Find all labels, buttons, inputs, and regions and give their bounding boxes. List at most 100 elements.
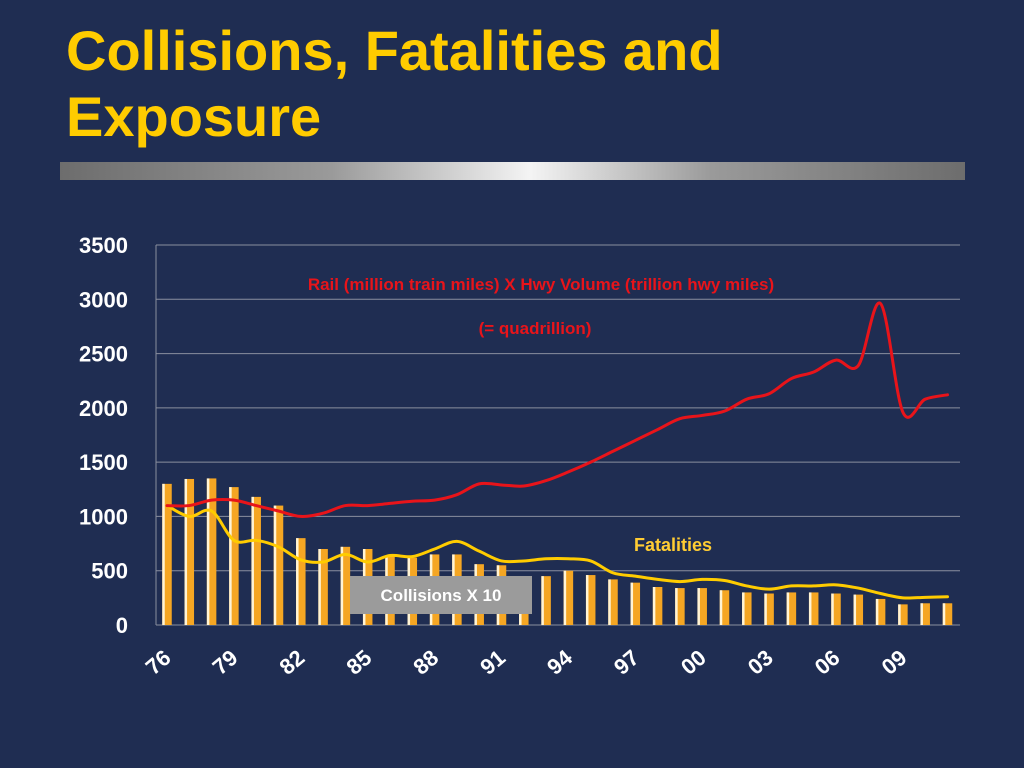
x-axis-ticks: 76 79 82 85 88 91 94 97 00 03 06 09: [141, 644, 912, 679]
collision-bar-highlight: [764, 593, 767, 625]
collision-bar-highlight: [585, 575, 589, 625]
collision-bar: [875, 598, 886, 625]
y-tick-label: 500: [91, 559, 128, 584]
collision-bar-fill: [831, 593, 841, 625]
collision-bar-highlight: [184, 478, 188, 625]
x-tick-label: 82: [275, 645, 310, 680]
y-tick-label: 0: [116, 613, 128, 638]
slide-title: Collisions, Fatalities and Exposure: [66, 19, 723, 148]
x-tick-label: 85: [341, 645, 376, 680]
collision-bar-highlight: [296, 538, 299, 625]
collision-bar: [853, 594, 864, 625]
collision-bar-highlight: [318, 549, 321, 625]
collision-bar: [942, 603, 953, 625]
collision-bar-highlight: [697, 588, 700, 625]
collision-bar-fill: [251, 496, 261, 625]
collision-bar-fill: [206, 478, 217, 625]
x-tick-label: 06: [810, 645, 845, 680]
y-axis-ticks: 0 500 1000 1500 2000 2500 3000 3500: [79, 233, 128, 638]
x-tick-label: 79: [208, 645, 243, 680]
collision-bar-fill: [675, 588, 685, 625]
collision-bar-fill: [786, 592, 797, 625]
collision-bar-highlight: [831, 593, 834, 625]
collision-bar: [563, 570, 574, 625]
collision-bar: [697, 588, 707, 625]
x-tick-label: 91: [475, 645, 510, 680]
y-tick-label: 3000: [79, 287, 128, 312]
collision-bar: [719, 590, 730, 625]
title-divider: [60, 162, 965, 180]
collision-bar: [742, 592, 752, 625]
collision-bar-highlight: [340, 546, 344, 625]
collisions-label-box: [350, 576, 532, 614]
collision-bar: [273, 505, 284, 625]
collision-bar-fill: [585, 575, 596, 625]
y-tick-label: 3500: [79, 233, 128, 258]
collision-bar-highlight: [652, 587, 656, 625]
collision-bar: [608, 579, 618, 625]
x-tick-label: 76: [141, 645, 176, 680]
y-tick-label: 1500: [79, 450, 128, 475]
collision-bar: [808, 592, 819, 625]
collision-bar: [340, 546, 351, 625]
collision-bar: [229, 487, 239, 625]
collision-bar-highlight: [719, 590, 723, 625]
collision-bar-highlight: [630, 582, 634, 625]
collision-bar: [920, 603, 930, 625]
chart-lines: [165, 301, 949, 600]
x-tick-label: 03: [743, 645, 778, 680]
collision-bar: [786, 592, 797, 625]
y-tick-label: 1000: [79, 504, 128, 529]
collision-bar-highlight: [853, 594, 857, 625]
collision-bar: [251, 496, 261, 625]
collision-bar-highlight: [229, 487, 232, 625]
collision-bar-highlight: [563, 570, 567, 625]
fatalities-annotation: Fatalities: [634, 535, 712, 555]
collision-bar-fill: [942, 603, 953, 625]
collision-bar-fill: [652, 587, 663, 625]
collision-bar-fill: [184, 478, 195, 625]
collision-bar: [764, 593, 774, 625]
collision-bar-fill: [229, 487, 239, 625]
collision-bar-fill: [808, 592, 819, 625]
collision-bar-highlight: [808, 592, 812, 625]
collision-bar-highlight: [541, 576, 544, 625]
collision-bar: [162, 483, 172, 625]
collision-bar: [296, 538, 306, 625]
collision-bar-highlight: [608, 579, 611, 625]
collision-bar-fill: [875, 598, 886, 625]
collisions-annotation: Collisions X 10: [381, 586, 502, 605]
fatalities-line: [165, 504, 949, 600]
rail-highway-exposure-line: [165, 301, 949, 518]
collision-bar: [831, 593, 841, 625]
collision-bar-fill: [541, 576, 551, 625]
collision-bar-highlight: [942, 603, 946, 625]
x-tick-label: 09: [877, 645, 912, 680]
collision-bar-fill: [764, 593, 774, 625]
collision-bar: [652, 587, 663, 625]
collision-bar-fill: [608, 579, 618, 625]
x-tick-label: 94: [542, 644, 577, 679]
collision-bar-highlight: [251, 496, 254, 625]
collision-bar-highlight: [786, 592, 790, 625]
collision-bar-highlight: [920, 603, 923, 625]
collision-bar-fill: [340, 546, 351, 625]
collision-bar-highlight: [875, 598, 879, 625]
collision-bar: [585, 575, 596, 625]
collision-bar-fill: [296, 538, 306, 625]
collision-bar-highlight: [206, 478, 210, 625]
collision-bar-highlight: [675, 588, 678, 625]
collision-bar-highlight: [273, 505, 277, 625]
collision-bar-fill: [630, 582, 641, 625]
collision-bar: [206, 478, 217, 625]
collision-bar-fill: [920, 603, 930, 625]
collision-bar-fill: [318, 549, 328, 625]
collision-bar-highlight: [162, 483, 165, 625]
collision-bar-fill: [697, 588, 707, 625]
collision-bar: [541, 576, 551, 625]
collision-bar-fill: [742, 592, 752, 625]
collision-bar-fill: [853, 594, 864, 625]
collision-bar: [630, 582, 641, 625]
collision-bar: [898, 604, 908, 625]
y-tick-label: 2500: [79, 342, 128, 367]
